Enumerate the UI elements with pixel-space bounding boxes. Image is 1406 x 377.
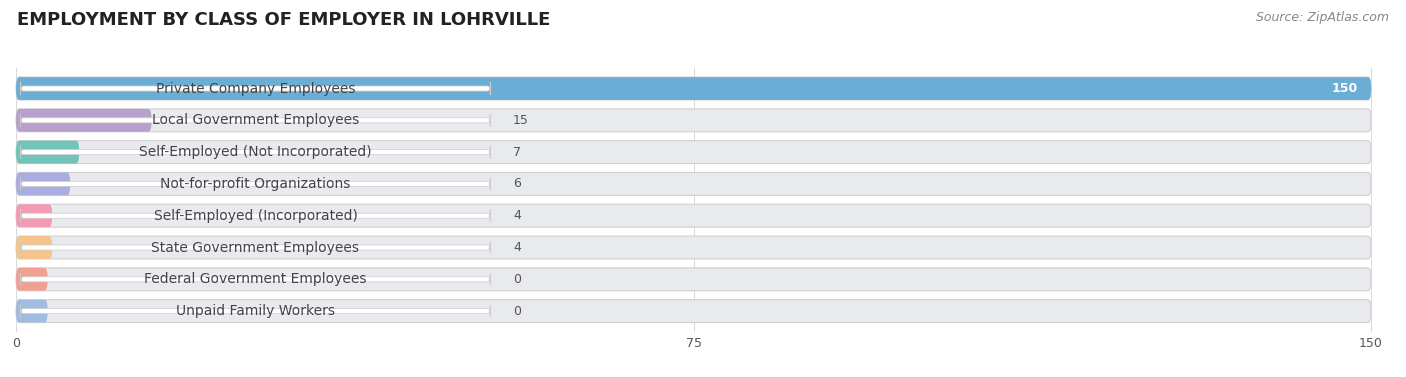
FancyBboxPatch shape <box>15 236 1371 259</box>
FancyBboxPatch shape <box>21 114 491 127</box>
Text: Unpaid Family Workers: Unpaid Family Workers <box>176 304 335 318</box>
Text: 0: 0 <box>513 305 520 317</box>
FancyBboxPatch shape <box>21 146 491 158</box>
FancyBboxPatch shape <box>15 77 1371 100</box>
FancyBboxPatch shape <box>21 305 491 317</box>
FancyBboxPatch shape <box>21 241 491 254</box>
Text: Local Government Employees: Local Government Employees <box>152 113 359 127</box>
Text: EMPLOYMENT BY CLASS OF EMPLOYER IN LOHRVILLE: EMPLOYMENT BY CLASS OF EMPLOYER IN LOHRV… <box>17 11 550 29</box>
Text: 0: 0 <box>513 273 520 286</box>
FancyBboxPatch shape <box>21 178 491 190</box>
Text: 15: 15 <box>513 114 529 127</box>
FancyBboxPatch shape <box>15 77 1371 100</box>
FancyBboxPatch shape <box>15 204 52 227</box>
FancyBboxPatch shape <box>15 204 1371 227</box>
Text: 4: 4 <box>513 209 520 222</box>
FancyBboxPatch shape <box>21 82 491 95</box>
FancyBboxPatch shape <box>15 141 79 164</box>
FancyBboxPatch shape <box>15 172 1371 195</box>
Text: Self-Employed (Not Incorporated): Self-Employed (Not Incorporated) <box>139 145 371 159</box>
Text: Self-Employed (Incorporated): Self-Employed (Incorporated) <box>153 209 357 223</box>
FancyBboxPatch shape <box>15 109 152 132</box>
Text: Private Company Employees: Private Company Employees <box>156 81 356 95</box>
FancyBboxPatch shape <box>15 141 1371 164</box>
FancyBboxPatch shape <box>15 172 70 195</box>
Text: 7: 7 <box>513 146 520 159</box>
Text: Source: ZipAtlas.com: Source: ZipAtlas.com <box>1256 11 1389 24</box>
FancyBboxPatch shape <box>15 300 48 323</box>
Text: 4: 4 <box>513 241 520 254</box>
FancyBboxPatch shape <box>15 268 48 291</box>
Text: State Government Employees: State Government Employees <box>152 241 360 254</box>
Text: 6: 6 <box>513 178 520 190</box>
FancyBboxPatch shape <box>21 273 491 286</box>
FancyBboxPatch shape <box>15 109 1371 132</box>
FancyBboxPatch shape <box>15 236 52 259</box>
Text: Not-for-profit Organizations: Not-for-profit Organizations <box>160 177 350 191</box>
Text: 150: 150 <box>1331 82 1358 95</box>
FancyBboxPatch shape <box>15 268 1371 291</box>
Text: Federal Government Employees: Federal Government Employees <box>145 272 367 286</box>
FancyBboxPatch shape <box>21 209 491 222</box>
FancyBboxPatch shape <box>15 300 1371 323</box>
